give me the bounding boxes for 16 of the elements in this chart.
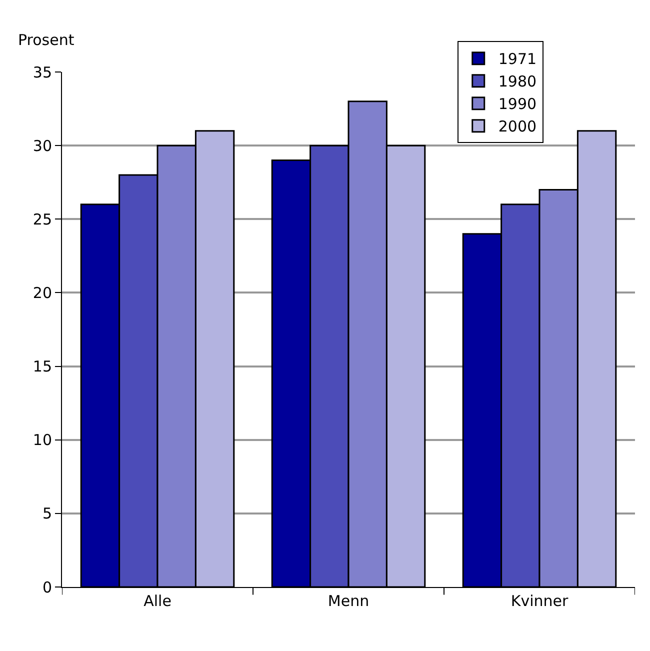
y-tick-label: 25 xyxy=(32,210,52,228)
y-tick-label: 20 xyxy=(32,284,52,302)
y-tick-label: 0 xyxy=(42,578,52,596)
y-tick-label: 30 xyxy=(32,136,52,155)
legend-label: 1980 xyxy=(498,72,537,91)
legend-label: 2000 xyxy=(498,118,537,136)
legend-label: 1971 xyxy=(498,50,537,68)
y-axis-title: Prosent xyxy=(18,31,74,49)
legend-label: 1990 xyxy=(498,95,537,114)
y-tick-label: 15 xyxy=(32,358,52,376)
x-tick-label: Kvinner xyxy=(510,592,569,610)
y-tick-label: 5 xyxy=(42,504,52,523)
x-tick-label: Menn xyxy=(328,592,370,610)
y-tick-label: 35 xyxy=(32,63,52,82)
y-tick-label: 10 xyxy=(32,431,52,450)
x-tick-label: Alle xyxy=(144,592,172,610)
